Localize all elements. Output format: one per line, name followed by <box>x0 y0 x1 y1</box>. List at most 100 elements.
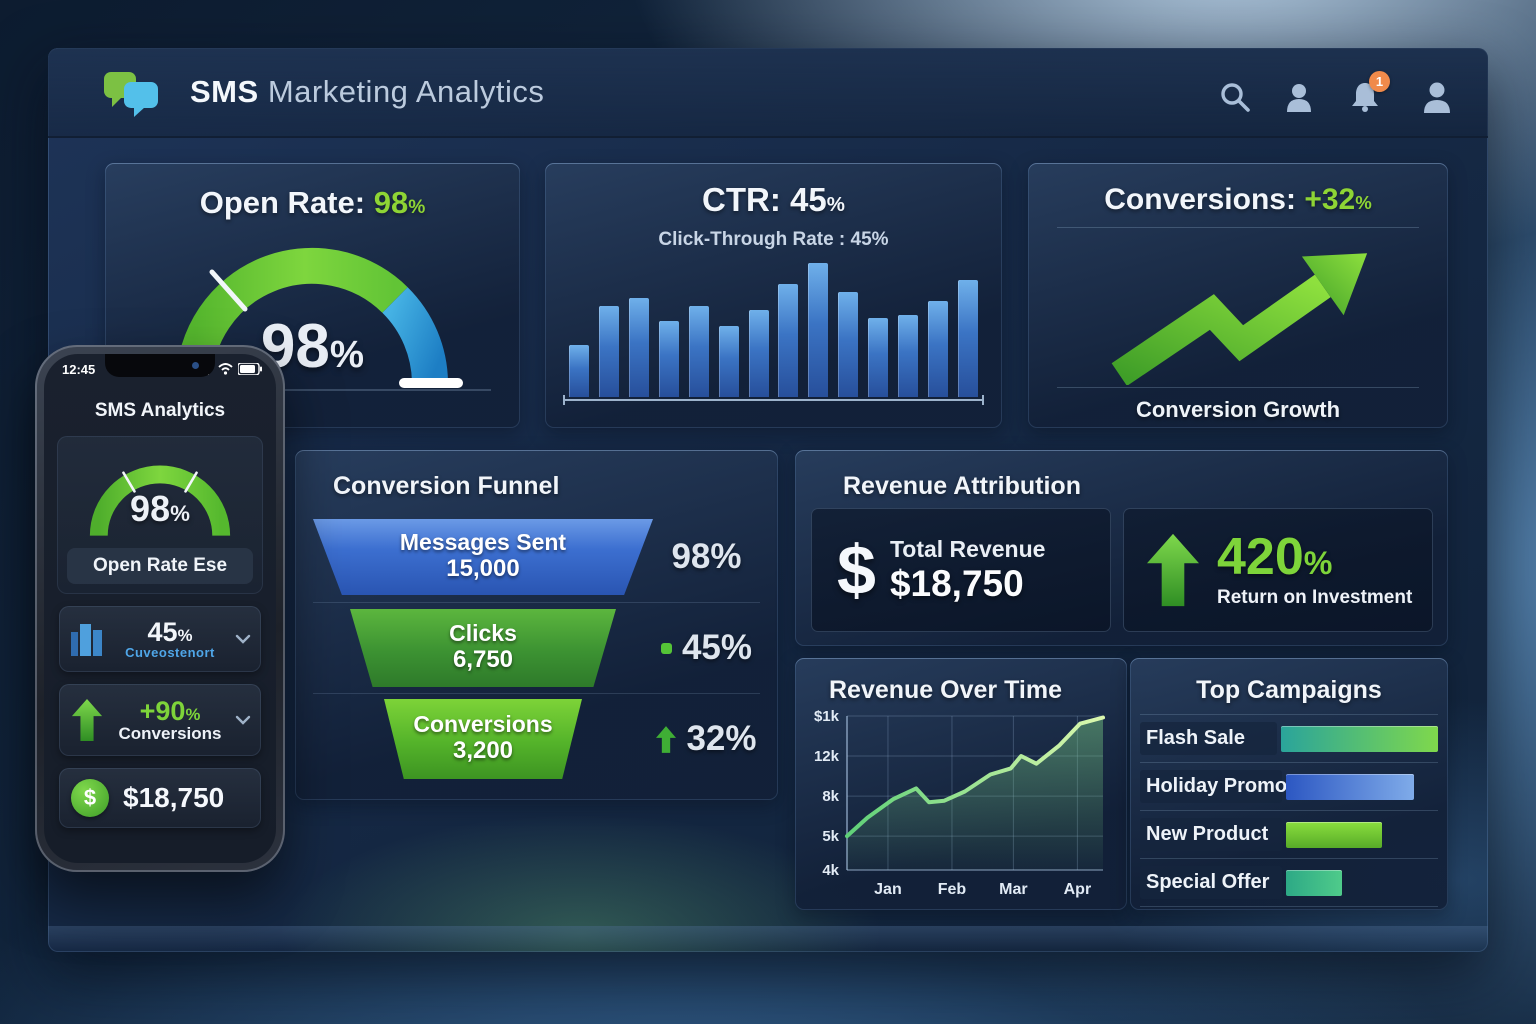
ctr-bar <box>628 297 649 397</box>
total-revenue-label: Total Revenue <box>889 535 1046 562</box>
phone-gauge-label: Open Rate Ese <box>67 548 253 584</box>
ctr-bar <box>868 317 889 397</box>
ctr-subtitle: Click-Through Rate : 45% <box>658 229 889 250</box>
svg-text:Mar: Mar <box>999 881 1027 898</box>
ctr-title: CTR: 45% <box>702 181 845 218</box>
phone-revenue-card: $ $18,750 <box>59 768 261 828</box>
svg-text:12k: 12k <box>814 748 840 765</box>
chevron-down-icon[interactable] <box>235 715 251 725</box>
phone-gauge-card: 98% Open Rate Ese <box>57 436 263 594</box>
phone-mockup: 12:45 SMS Analytics 98% Open Rate Ese <box>35 345 285 872</box>
phone-conversions-value: +90% <box>139 695 201 726</box>
roi-label: Return on Investment <box>1217 587 1413 608</box>
phone-app-title: SMS Analytics <box>94 400 226 421</box>
phone-revenue-value: $18,750 <box>123 782 225 813</box>
conversions-caption: Conversion Growth <box>1135 397 1341 422</box>
campaign-row-flash-sale: Flash Sale <box>1140 714 1438 762</box>
conversion-funnel-panel: Conversion Funnel Messages Sent 15,000 9… <box>295 450 778 800</box>
conversions-title: Conversions: +32% <box>1104 183 1372 216</box>
total-revenue-card: $ Total Revenue $18,750 <box>811 508 1111 632</box>
ctr-bar <box>718 325 739 397</box>
notification-bell-icon[interactable]: 1 <box>1348 71 1390 114</box>
phone-notch <box>105 354 215 377</box>
revenue-over-time-title: Revenue Over Time <box>829 676 1062 704</box>
svg-text:Feb: Feb <box>938 881 967 898</box>
campaign-bar <box>1286 869 1343 896</box>
conversions-card: Conversions: +32% Conversion Growth <box>1028 163 1448 428</box>
svg-text:8k: 8k <box>822 788 839 805</box>
status-time: 12:45 <box>62 362 96 377</box>
ctr-bar <box>898 315 919 397</box>
campaign-bar <box>1286 821 1383 848</box>
campaign-row-special-offer: Special Offer <box>1140 858 1438 907</box>
funnel-stage-conversions: Conversions 3,200 32% <box>313 693 760 784</box>
page-title: SMS Marketing Analytics <box>190 74 544 110</box>
header: SMS Marketing Analytics 1 <box>48 48 1488 138</box>
phone-ctr-card[interactable]: 45% Cuveostenort <box>59 606 261 672</box>
funnel-stage-value: 3,200 <box>452 737 514 765</box>
notification-badge: 1 <box>1369 71 1390 92</box>
campaign-bar <box>1281 725 1438 752</box>
phone-screen: 12:45 SMS Analytics 98% Open Rate Ese <box>44 354 276 863</box>
total-revenue-value: $18,750 <box>889 562 1024 604</box>
funnel-stage-percent: 32% <box>686 719 757 758</box>
up-arrow-icon <box>656 725 677 753</box>
bar-chart-icon <box>71 624 102 656</box>
funnel-stage-label: Messages Sent <box>399 528 567 555</box>
svg-text:Apr: Apr <box>1064 881 1092 898</box>
funnel-title: Conversion Funnel <box>333 472 560 500</box>
chevron-down-icon[interactable] <box>235 634 251 644</box>
page-title-secondary: Marketing Analytics <box>267 74 545 109</box>
ctr-bar <box>658 320 679 397</box>
funnel-stage-label: Clicks <box>449 619 517 646</box>
battery-icon <box>238 363 262 375</box>
up-arrow-icon <box>1147 533 1199 607</box>
revenue-attribution-panel: Revenue Attribution $ Total Revenue $18,… <box>795 450 1448 646</box>
phone-conversions-card[interactable]: +90% Conversions <box>59 684 261 756</box>
search-icon[interactable] <box>1218 80 1252 114</box>
user-icon[interactable] <box>1282 80 1316 114</box>
profile-icon[interactable] <box>1420 80 1454 114</box>
svg-text:5k: 5k <box>822 828 839 845</box>
ctr-bar <box>838 292 859 397</box>
campaign-label: Flash Sale <box>1140 722 1278 755</box>
ctr-bar <box>778 284 799 397</box>
phone-conversions-label: Conversions <box>118 724 222 744</box>
chat-bubbles-logo-icon <box>104 72 158 117</box>
up-arrow-icon <box>71 699 103 741</box>
svg-text:$1k: $1k <box>814 708 840 725</box>
campaign-label: Holiday Promo <box>1140 770 1287 803</box>
dollar-sign-icon: $ <box>837 531 876 609</box>
campaign-label: New Product <box>1140 818 1282 851</box>
dashboard-panel: SMS Marketing Analytics 1 Open Rate: 98% <box>48 48 1488 952</box>
ctr-bar <box>688 305 709 397</box>
funnel-stage-value: 15,000 <box>446 555 520 583</box>
divider <box>1057 227 1419 228</box>
campaign-list: Flash Sale Holiday Promo New Product Spe… <box>1140 714 1438 907</box>
green-dot-icon <box>660 642 672 654</box>
campaign-bar <box>1286 773 1414 800</box>
ctr-bar <box>808 263 829 397</box>
ctr-bar <box>957 280 978 397</box>
funnel-stage-percent: 98% <box>671 537 742 576</box>
revenue-attribution-title: Revenue Attribution <box>843 472 1081 500</box>
ctr-bar <box>748 309 769 397</box>
funnel-stage-messages-sent: Messages Sent 15,000 98% <box>313 512 760 602</box>
ctr-bar <box>598 305 619 397</box>
gauge-baseline <box>133 389 491 391</box>
top-campaigns-title: Top Campaigns <box>1196 676 1382 704</box>
camera-dot <box>192 362 199 369</box>
svg-text:Jan: Jan <box>874 881 902 898</box>
ctr-bar <box>928 300 949 397</box>
growth-arrow-icon <box>1111 253 1368 385</box>
phone-ctr-label: Cuveostenort <box>125 645 215 661</box>
svg-text:4k: 4k <box>822 862 839 879</box>
revenue-line-chart: $1k 12k 8k 5k 4k Jan Feb Mar Apr <box>814 708 1105 898</box>
divider <box>1057 387 1419 388</box>
ctr-card: CTR: 45% Click-Through Rate : 45% <box>545 163 1002 428</box>
funnel-stage-percent: 45% <box>681 628 753 667</box>
revenue-over-time-panel: Revenue Over Time $1k 12k 8k 5k 4k Jan Feb Mar A… <box>795 658 1127 910</box>
funnel-stage-label: Conversions <box>413 710 553 737</box>
campaign-row-new-product: New Product <box>1140 810 1438 858</box>
